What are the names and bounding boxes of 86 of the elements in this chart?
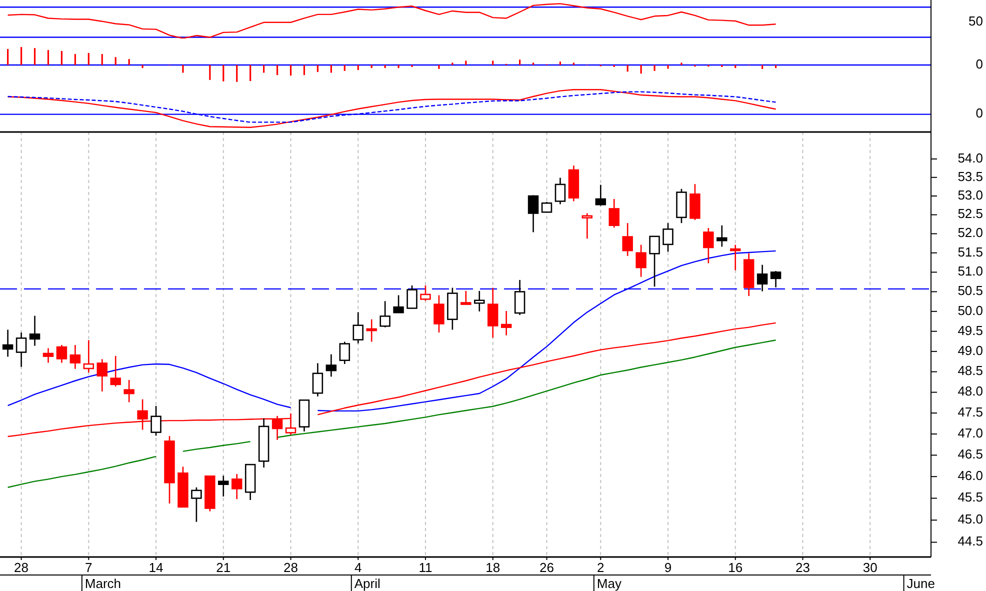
x-tick-label: 11 — [418, 560, 432, 575]
y-tick-label: 54.0 — [958, 150, 983, 166]
candlestick — [110, 355, 121, 388]
candlestick — [608, 198, 620, 228]
candlestick — [312, 362, 324, 398]
x-tick-label: 23 — [796, 560, 810, 575]
candlestick — [554, 177, 566, 205]
y-tick-label: 51.0 — [958, 264, 983, 279]
candlestick — [541, 201, 552, 213]
text: 0 — [976, 106, 983, 121]
candlestick — [218, 475, 229, 498]
x-tick-label: 28 — [284, 560, 298, 575]
y-tick-label: 44.5 — [958, 534, 983, 549]
x-tick-label: 26 — [540, 560, 554, 575]
candlestick — [730, 244, 741, 271]
candlestick — [716, 224, 728, 248]
x-tick-label: 21 — [216, 560, 231, 575]
text: 50 — [968, 14, 983, 29]
candlestick — [124, 379, 134, 403]
x-tick-label: 28 — [14, 560, 29, 575]
candlestick — [70, 344, 81, 370]
y-tick-label: 52.0 — [958, 225, 983, 240]
candlestick — [420, 284, 431, 302]
y-tick-label: 47.5 — [958, 404, 983, 420]
candlestick — [460, 290, 472, 305]
candlestick — [474, 290, 485, 312]
text: April — [354, 576, 380, 591]
y-tick-label: 45.0 — [958, 512, 983, 527]
candlestick — [137, 398, 148, 430]
candlestick — [96, 358, 108, 392]
candlestick — [56, 344, 68, 364]
candlestick — [528, 194, 539, 233]
text: June — [906, 576, 935, 591]
y-tick-label: 46.0 — [958, 468, 983, 484]
x-tick-label: 14 — [148, 560, 164, 575]
y-tick-label: 47.0 — [958, 425, 983, 440]
candlestick — [191, 486, 202, 523]
candlestick — [770, 270, 782, 288]
candlestick — [339, 341, 350, 365]
candlestick — [487, 287, 498, 338]
y-tick-label: 45.5 — [958, 490, 983, 505]
y-tick-label: 49.0 — [958, 342, 983, 358]
candlestick — [595, 184, 606, 206]
candlestick — [42, 348, 54, 364]
candlestick — [514, 279, 526, 316]
candlestick — [231, 473, 242, 500]
text: May — [596, 576, 622, 591]
candlestick — [29, 315, 40, 346]
candlestick — [352, 312, 364, 344]
candlestick — [150, 405, 162, 436]
candlestick — [434, 294, 444, 334]
x-tick-label: 16 — [728, 560, 743, 575]
y-tick-label: 53.5 — [958, 168, 983, 184]
candlestick — [649, 236, 660, 288]
y-tick-label: 50.5 — [958, 283, 983, 298]
y-tick-label: 51.5 — [958, 244, 983, 260]
candlestick — [662, 222, 674, 252]
x-tick-label: 18 — [486, 560, 500, 575]
text: March — [84, 576, 122, 591]
candlestick — [406, 284, 418, 309]
candlestick — [83, 339, 94, 374]
candlestick — [622, 222, 633, 257]
candlestick — [393, 294, 404, 314]
y-tick-label: 48.5 — [958, 363, 983, 378]
y-tick-label: 48.0 — [958, 384, 983, 399]
x-tick-label: 4 — [354, 560, 362, 575]
candlestick — [756, 264, 768, 292]
candlestick — [380, 300, 390, 328]
y-tick-label: 52.5 — [958, 206, 983, 222]
candlestick — [703, 227, 714, 264]
x-tick-label: 7 — [85, 560, 92, 575]
y-tick-label: 46.5 — [958, 446, 983, 462]
candlestick — [500, 310, 512, 336]
candlestick — [366, 318, 377, 342]
x-tick-label: 30 — [862, 560, 878, 575]
text: 0 — [976, 56, 983, 72]
y-tick-label: 49.5 — [958, 322, 983, 338]
x-tick-label: 9 — [664, 560, 672, 575]
y-tick-label: 50.0 — [958, 302, 983, 318]
candlestick — [636, 244, 646, 278]
y-tick-label: 53.0 — [958, 187, 983, 202]
candlestick — [2, 329, 14, 358]
candlestick — [582, 212, 593, 240]
candlestick — [16, 332, 27, 368]
candlestick — [326, 354, 337, 378]
x-tick-label: 2 — [597, 560, 604, 575]
